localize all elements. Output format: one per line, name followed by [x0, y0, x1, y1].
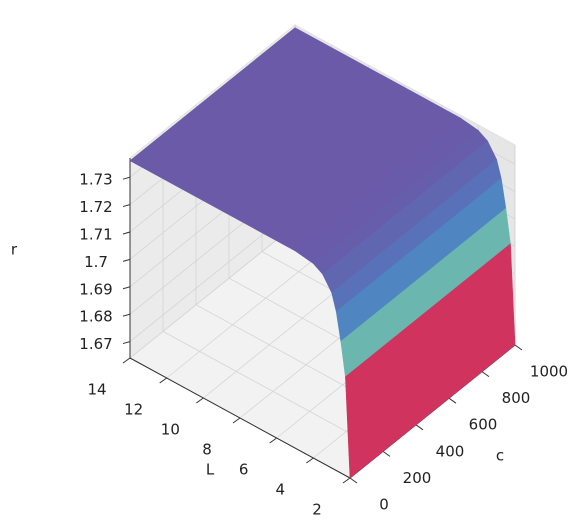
tick-mark [196, 397, 204, 404]
z-tick-label: 1.73 [79, 171, 112, 189]
x-tick-label: 1000 [530, 363, 568, 381]
tick-mark [306, 457, 314, 464]
tick-mark [122, 313, 131, 317]
x-tick-label: 600 [469, 416, 498, 434]
x-tick-label: 800 [502, 389, 531, 407]
z-tick-label: 1.72 [79, 198, 112, 216]
tick-mark [415, 424, 424, 431]
tick-mark [122, 204, 131, 208]
tick-mark [122, 176, 131, 180]
z-axis-label: r [11, 241, 18, 259]
y-tick-label: 6 [239, 461, 249, 479]
x-tick-label: 400 [436, 442, 465, 460]
surface-strip [345, 243, 516, 479]
y-tick-label: 2 [312, 501, 322, 519]
tick-mark [122, 231, 131, 235]
z-tick-label: 1.69 [79, 280, 112, 298]
tick-mark [349, 477, 358, 484]
tick-mark [514, 344, 523, 351]
tick-mark [122, 258, 131, 262]
y-tick-label: 4 [276, 481, 286, 499]
tick-mark [122, 341, 131, 345]
x-tick-label: 0 [379, 496, 389, 514]
tick-mark [232, 417, 241, 424]
grid-line [129, 224, 296, 359]
tick-mark [342, 477, 351, 484]
tick-mark [122, 286, 131, 290]
tick-mark [269, 437, 277, 444]
y-tick-label: 10 [161, 421, 180, 439]
x-axis-label: c [496, 447, 504, 465]
tick-mark [159, 377, 167, 384]
z-tick-label: 1.7 [84, 253, 108, 271]
z-tick-label: 1.67 [79, 335, 112, 353]
x-tick-label: 200 [403, 469, 432, 487]
tick-mark [481, 371, 490, 378]
tick-mark [122, 357, 131, 364]
y-axis-label: L [206, 461, 215, 479]
grid-line [166, 244, 332, 379]
y-tick-label: 12 [124, 401, 143, 419]
y-tick-label: 14 [87, 381, 106, 399]
tick-mark [382, 450, 391, 457]
z-tick-label: 1.71 [79, 225, 112, 243]
y-tick-label: 8 [202, 441, 212, 459]
z-tick-label: 1.68 [79, 308, 112, 326]
tick-mark [448, 397, 457, 404]
